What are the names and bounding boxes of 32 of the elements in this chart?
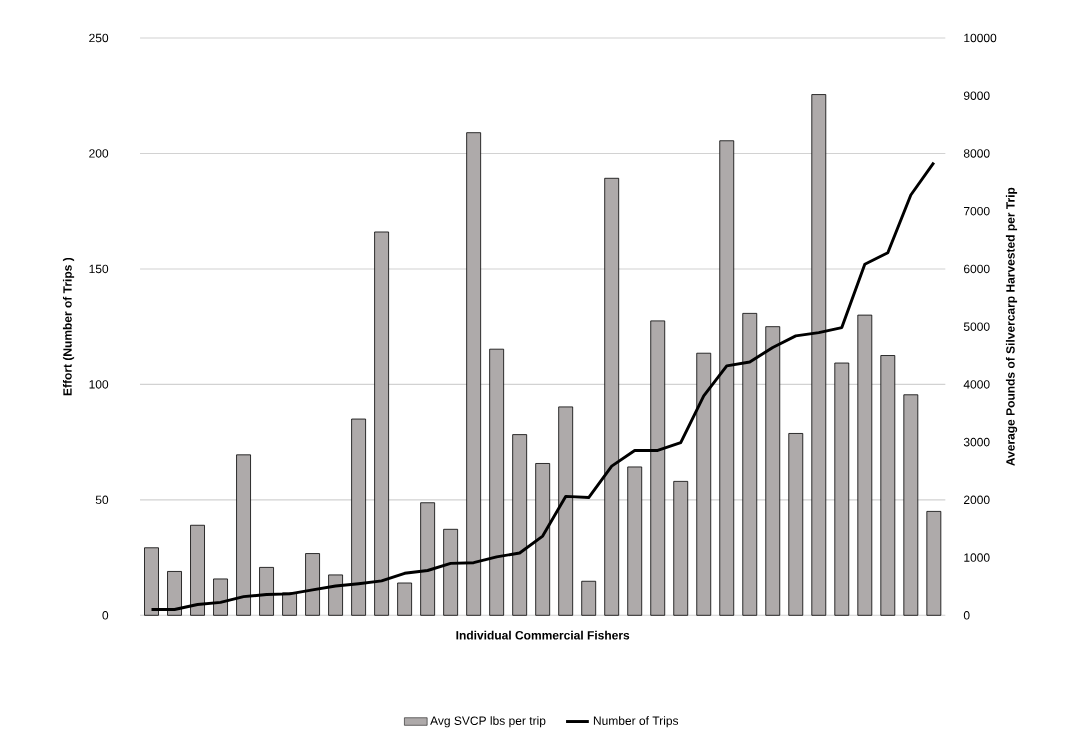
y2-tick-label: 8000	[963, 149, 990, 158]
bar	[880, 355, 896, 616]
y-tick-label: 50	[95, 495, 109, 505]
y2-tick-label: 1000	[964, 553, 990, 562]
x-axis-title: Individual Commercial Fishers	[456, 630, 630, 640]
y2-tick-label: 7000	[963, 206, 990, 216]
y2-tick-label: 0	[963, 611, 970, 620]
y-tick-label: 150	[89, 264, 109, 274]
y2-tick-label: 4000	[963, 380, 990, 389]
y-tick-label: 100	[89, 380, 109, 389]
y2-tick-label: 2000	[963, 495, 990, 505]
y2-tick-label: 10000	[964, 33, 997, 43]
y-tick-label: 0	[102, 611, 109, 620]
y2-tick-label: 3000	[963, 437, 990, 447]
bar	[788, 433, 804, 616]
y2-tick-label: 9000	[963, 91, 990, 100]
bar	[926, 511, 942, 616]
y-tick-label: 250	[89, 33, 109, 43]
bar	[581, 580, 597, 616]
y2-axis-title: Average Pounds of Silvercarp Harvested per Trip	[1005, 187, 1018, 466]
legend-label: Avg SVCP lbs per trip	[430, 716, 546, 728]
bar	[673, 480, 689, 616]
y2-tick-label: 6000	[963, 264, 990, 274]
bar	[903, 394, 919, 616]
legend-label: Number of Trips	[593, 716, 679, 728]
bar	[857, 314, 873, 616]
bar	[397, 582, 413, 616]
bar	[834, 362, 850, 616]
bar	[627, 466, 643, 616]
y2-tick-label: 5000	[963, 322, 990, 331]
y-tick-label: 200	[89, 149, 109, 158]
y-axis-title: Effort (Number of Trips )	[62, 257, 75, 396]
